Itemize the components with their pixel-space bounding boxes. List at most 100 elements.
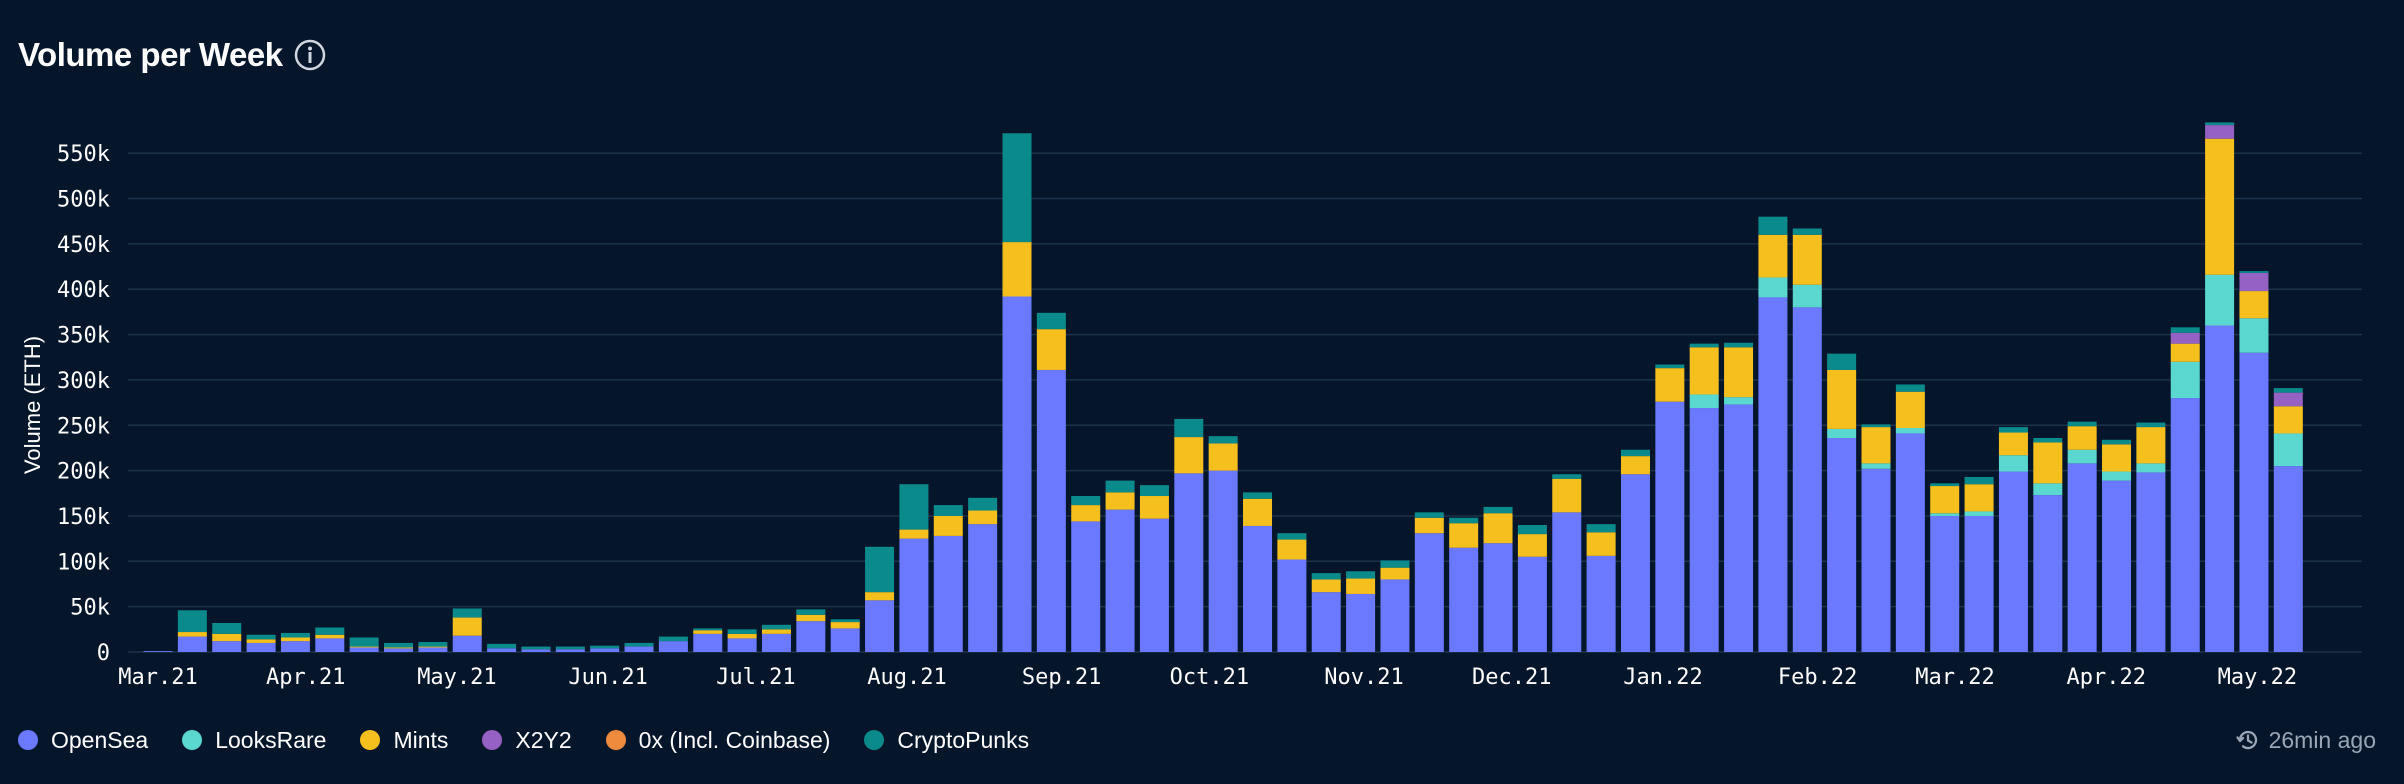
bar-segment-mints[interactable]: [1552, 478, 1582, 513]
bar-segment-opensea[interactable]: [555, 649, 585, 652]
bar-segment-looksrare[interactable]: [2136, 463, 2166, 473]
bar-segment-mints[interactable]: [418, 646, 448, 648]
week-bar-stack[interactable]: [1552, 474, 1582, 652]
bar-segment-opensea[interactable]: [349, 647, 379, 652]
week-bar-stack[interactable]: [1758, 216, 1788, 652]
bar-segment-looksrare[interactable]: [1758, 277, 1788, 298]
bar-segment-opensea[interactable]: [1792, 307, 1822, 652]
bar-segment-opensea[interactable]: [487, 648, 517, 652]
bar-segment-cryptopunks[interactable]: [2170, 327, 2200, 333]
bar-segment-opensea[interactable]: [2067, 463, 2097, 652]
bar-segment-opensea[interactable]: [693, 633, 723, 652]
bar-segment-cryptopunks[interactable]: [1792, 228, 1822, 235]
bar-segment-looksrare[interactable]: [2170, 361, 2200, 399]
bar-segment-cryptopunks[interactable]: [2239, 271, 2269, 273]
bar-segment-mints[interactable]: [1964, 484, 1994, 512]
bar-segment-mints[interactable]: [2033, 442, 2063, 484]
bar-segment-mints[interactable]: [1827, 369, 1857, 429]
week-bar-stack[interactable]: [1139, 485, 1169, 652]
bar-segment-mints[interactable]: [2102, 444, 2132, 472]
bar-segment-cryptopunks[interactable]: [1071, 496, 1101, 506]
bar-segment-opensea[interactable]: [968, 524, 998, 652]
bar-segment-cryptopunks[interactable]: [693, 628, 723, 631]
bar-segment-opensea[interactable]: [1758, 297, 1788, 652]
legend-item[interactable]: CryptoPunks: [864, 727, 1029, 754]
bar-segment-mints[interactable]: [1655, 368, 1685, 402]
bar-segment-cryptopunks[interactable]: [830, 619, 860, 623]
bar-segment-cryptopunks[interactable]: [1930, 483, 1960, 487]
week-bar-stack[interactable]: [2136, 422, 2166, 652]
bar-segment-cryptopunks[interactable]: [487, 643, 517, 649]
bar-segment-mints[interactable]: [1105, 492, 1135, 510]
bar-segment-cryptopunks[interactable]: [1243, 492, 1273, 499]
week-bar-stack[interactable]: [280, 632, 310, 652]
week-bar-stack[interactable]: [1620, 449, 1650, 652]
bar-segment-opensea[interactable]: [2205, 325, 2235, 652]
bar-segment-looksrare[interactable]: [1724, 397, 1754, 405]
bar-segment-cryptopunks[interactable]: [555, 646, 585, 650]
bar-segment-cryptopunks[interactable]: [624, 642, 654, 647]
week-bar-stack[interactable]: [590, 645, 620, 652]
bar-segment-looksrare[interactable]: [1689, 394, 1719, 409]
bar-segment-mints[interactable]: [1174, 437, 1204, 474]
week-bar-stack[interactable]: [2205, 122, 2235, 652]
week-bar-stack[interactable]: [1449, 517, 1479, 652]
bar-segment-opensea[interactable]: [1586, 555, 1616, 652]
bar-segment-opensea[interactable]: [1105, 509, 1135, 652]
bar-segment-opensea[interactable]: [1895, 433, 1925, 652]
week-bar-stack[interactable]: [143, 651, 173, 652]
bar-segment-mints[interactable]: [1586, 532, 1616, 556]
week-bar-stack[interactable]: [1311, 573, 1341, 652]
bar-segment-mints[interactable]: [693, 630, 723, 634]
week-bar-stack[interactable]: [1827, 353, 1857, 652]
bar-segment-cryptopunks[interactable]: [2102, 439, 2132, 445]
week-bar-stack[interactable]: [246, 634, 276, 652]
bar-segment-opensea[interactable]: [658, 641, 688, 652]
bar-segment-mints[interactable]: [1036, 329, 1066, 370]
bar-segment-mints[interactable]: [1346, 578, 1376, 594]
bar-segment-mints[interactable]: [1208, 443, 1238, 471]
week-bar-stack[interactable]: [693, 628, 723, 652]
week-bar-stack[interactable]: [1689, 343, 1719, 652]
bar-segment-cryptopunks[interactable]: [1449, 517, 1479, 524]
bar-segment-mints[interactable]: [2273, 406, 2303, 434]
week-bar-stack[interactable]: [899, 484, 929, 652]
bar-segment-cryptopunks[interactable]: [1861, 424, 1891, 428]
bar-segment-opensea[interactable]: [1071, 521, 1101, 652]
bar-segment-cryptopunks[interactable]: [246, 634, 276, 640]
bar-segment-mints[interactable]: [1449, 523, 1479, 548]
week-bar-stack[interactable]: [865, 546, 895, 652]
bar-segment-x2y2[interactable]: [2273, 392, 2303, 407]
bar-segment-opensea[interactable]: [1311, 592, 1341, 652]
bar-segment-cryptopunks[interactable]: [212, 622, 242, 634]
bar-segment-cryptopunks[interactable]: [521, 646, 551, 650]
bar-segment-mints[interactable]: [315, 634, 345, 639]
week-bar-stack[interactable]: [1895, 384, 1925, 652]
bar-segment-mints[interactable]: [1724, 347, 1754, 398]
bar-segment-mints[interactable]: [2067, 426, 2097, 450]
bar-segment-opensea[interactable]: [1380, 579, 1410, 652]
bar-segment-mints[interactable]: [1620, 456, 1650, 475]
bar-segment-opensea[interactable]: [727, 638, 757, 652]
bar-segment-mints[interactable]: [280, 637, 310, 642]
bar-segment-opensea[interactable]: [1002, 296, 1032, 652]
bar-segment-mints[interactable]: [1483, 513, 1513, 544]
week-bar-stack[interactable]: [1586, 524, 1616, 652]
bar-segment-opensea[interactable]: [2102, 480, 2132, 652]
bar-segment-opensea[interactable]: [143, 651, 173, 652]
week-bar-stack[interactable]: [1002, 133, 1032, 652]
bar-segment-opensea[interactable]: [212, 641, 242, 652]
bar-segment-opensea[interactable]: [761, 633, 791, 652]
legend-item[interactable]: OpenSea: [18, 727, 148, 754]
bar-segment-cryptopunks[interactable]: [1174, 418, 1204, 438]
bar-segment-opensea[interactable]: [830, 628, 860, 652]
bar-segment-cryptopunks[interactable]: [1380, 560, 1410, 568]
bar-segment-cryptopunks[interactable]: [315, 627, 345, 635]
bar-segment-mints[interactable]: [727, 633, 757, 639]
bar-segment-opensea[interactable]: [1346, 593, 1376, 652]
bar-segment-cryptopunks[interactable]: [590, 645, 620, 649]
week-bar-stack[interactable]: [658, 636, 688, 652]
bar-segment-opensea[interactable]: [1036, 369, 1066, 652]
bar-segment-opensea[interactable]: [1208, 470, 1238, 652]
week-bar-stack[interactable]: [349, 637, 379, 652]
